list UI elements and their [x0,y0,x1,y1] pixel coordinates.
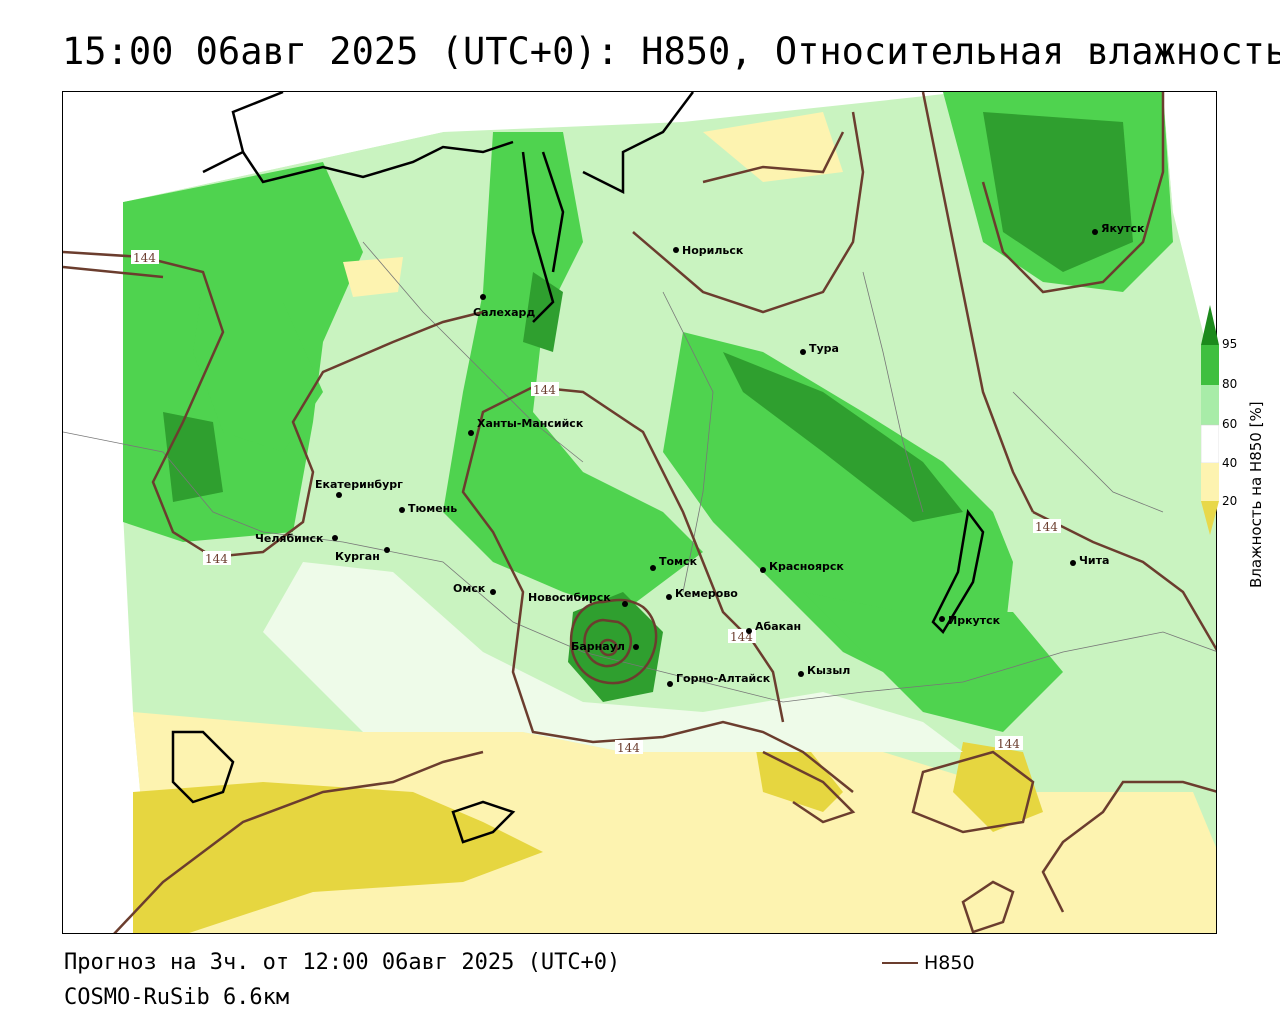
h850-isolines [63,92,1216,933]
city-label: Екатеринбург [315,478,403,491]
h850-legend-label: H850 [924,952,975,974]
model-name: COSMO-RuSib 6.6км [64,985,290,1010]
cities: Норильск Якутск Салехард Тура Ханты-Манс… [255,222,1145,687]
humidity-20-area [133,782,543,933]
city-label: Ханты-Мансийск [477,417,584,430]
city-label: Норильск [682,244,744,257]
city-label: Курган [335,550,380,563]
city-label: Кызыл [807,664,850,677]
colorbar-label: Влажность на H850 [%] [1247,401,1265,588]
h850-legend-line [882,962,918,964]
city-label: Абакан [755,620,801,633]
city-label: Чита [1079,554,1109,567]
coastline [171,92,985,844]
city-label: Салехард [473,306,535,319]
city-label: Якутск [1101,222,1145,235]
colorbar-tick: 40 [1222,456,1238,470]
city-label: Тюмень [408,502,457,515]
isoline-label: 144 [205,552,228,566]
map-title: 15:00 06авг 2025 (UTC+0): H850, Относите… [62,30,1280,73]
isoline-label: 144 [1035,520,1058,534]
forecast-info: Прогноз на 3ч. от 12:00 06авг 2025 (UTC+… [64,950,621,975]
region-borders [63,241,1216,703]
map-frame: 144 144 144 144 144 144 144 Норильск Яку… [62,91,1217,934]
colorbar-tick: 60 [1222,417,1238,431]
city-label: Омск [453,582,486,595]
city-label: Кемерово [675,587,738,600]
city-label: Барнаул [571,640,625,653]
isoline-label: 144 [997,737,1020,751]
colorbar-tick: 95 [1222,337,1238,351]
colorbar-tick: 20 [1222,494,1238,508]
city-label: Красноярск [769,560,844,573]
humidity-map: 144 144 144 144 144 144 144 Норильск Яку… [63,92,1216,933]
isoline-label: 144 [533,383,556,397]
city-label: Новосибирск [528,591,611,604]
isoline-label: 144 [133,251,156,265]
colorbar-tick: 80 [1222,377,1238,391]
city-label: Горно-Алтайск [676,672,771,685]
city-label: Тура [809,342,839,355]
city-label: Томск [659,555,698,568]
isoline-labels: 144 144 144 144 144 144 144 [131,250,1061,755]
city-label: Иркутск [948,614,1001,627]
city-label: Челябинск [255,532,324,545]
colorbar [1201,305,1219,535]
isoline-label: 144 [617,741,640,755]
